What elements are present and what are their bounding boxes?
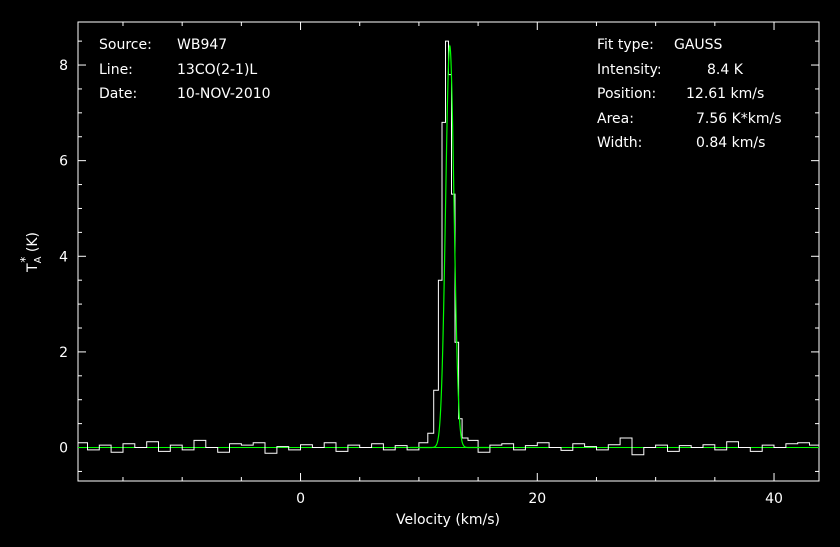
fit-labels: Fit type: Intensity: Position: Area: Width: — [597, 33, 662, 156]
y-axis-label-sub: A — [33, 256, 44, 263]
x-tick-label: 40 — [765, 491, 783, 507]
header-values: WB947 13CO(2-1)L 10-NOV-2010 — [177, 33, 271, 107]
y-tick-label: 2 — [59, 345, 68, 361]
date-label: Date: — [99, 86, 138, 102]
source-label: Source: — [99, 37, 152, 53]
plot-border — [77, 21, 820, 482]
fit-width-label: Width: — [597, 135, 643, 151]
axis-ticks: 0 20 40 0 2 4 6 8 — [59, 22, 819, 507]
fit-position-label: Position: — [597, 86, 657, 102]
y-tick-label: 0 — [59, 441, 68, 457]
fit-type-label: Fit type: — [597, 37, 654, 53]
x-axis-label: Velocity (km/s) — [396, 512, 500, 528]
y-tick-label: 4 — [59, 249, 68, 265]
x-tick-label: 20 — [528, 491, 546, 507]
y-tick-label: 6 — [59, 154, 68, 170]
line-label: Line: — [99, 61, 133, 78]
y-axis-label-sup: * — [18, 257, 32, 263]
x-tick-label: 0 — [296, 491, 305, 507]
gaussian-fit-curve — [410, 44, 490, 449]
svg-text:TA* (K): TA* (K) — [18, 232, 44, 273]
plot-frame — [77, 21, 820, 482]
fit-intensity-label: Intensity: — [597, 61, 662, 78]
fit-width-value: 0.84 km/s — [696, 135, 766, 151]
date-value: 10-NOV-2010 — [177, 86, 271, 102]
line-value: 13CO(2-1)L — [177, 61, 258, 78]
fit-intensity-value: 8.4 K — [707, 61, 743, 78]
y-axis-label-main: T — [25, 263, 41, 273]
fit-type-value: GAUSS — [674, 37, 723, 53]
source-value: WB947 — [177, 37, 228, 53]
y-axis-label: TA* (K) — [18, 232, 44, 273]
fit-area-value: 7.56 K*km/s — [696, 110, 782, 127]
fit-area-label: Area: — [597, 110, 634, 127]
chart-marks — [78, 40, 819, 456]
fit-values: GAUSS 8.4 K 12.61 km/s 7.56 K*km/s 0.84 km/s — [674, 33, 782, 156]
y-axis-label-unit: (K) — [25, 232, 41, 257]
header-labels: Source: Line: Date: — [99, 33, 152, 107]
fit-position-value: 12.61 km/s — [686, 86, 765, 102]
y-tick-label: 8 — [59, 58, 68, 74]
